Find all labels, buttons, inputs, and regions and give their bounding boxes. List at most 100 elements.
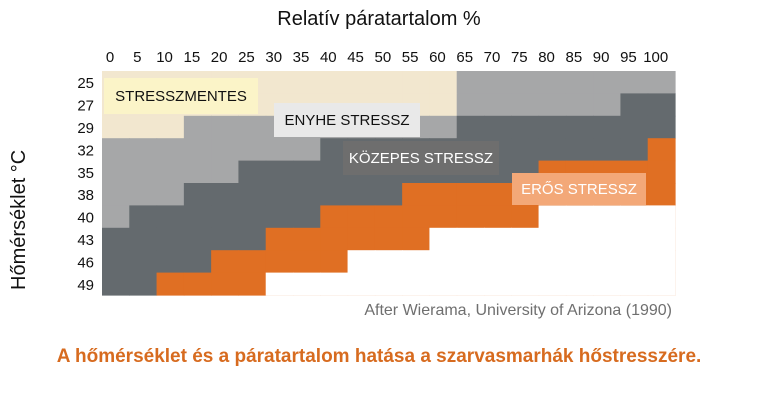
heatmap-cell <box>129 115 158 139</box>
heatmap-cell <box>238 272 267 296</box>
heatmap-cell <box>156 250 185 274</box>
zone-label-box <box>274 103 420 137</box>
heatmap-cell <box>320 250 349 274</box>
heatmap-cell-empty <box>293 272 321 296</box>
heatmap-cell-empty <box>647 205 676 229</box>
heatmap-cell <box>102 272 130 296</box>
heatmap-cell-empty <box>511 250 540 274</box>
heatmap-cell <box>293 183 321 206</box>
heatmap-cell <box>211 227 240 251</box>
x-tick-label: 90 <box>593 49 610 66</box>
heatmap-cell <box>238 183 267 206</box>
heatmap-cell <box>484 93 512 117</box>
heatmap-cell <box>183 227 212 251</box>
heatmap-cell <box>565 71 594 94</box>
heatmap-cell <box>538 71 567 94</box>
heatmap-cell <box>183 205 212 229</box>
heatmap-cell <box>320 183 349 206</box>
heatmap-cell-empty <box>593 227 622 251</box>
heatmap-cell <box>429 205 458 229</box>
heatmap-cell-empty <box>484 250 512 274</box>
heatmap-cell <box>183 138 212 162</box>
heatmap-cell <box>320 205 349 229</box>
x-tick-label: 50 <box>375 49 392 66</box>
y-tick-label: 40 <box>77 210 94 227</box>
heatmap-cell-empty <box>320 272 349 296</box>
heatmap-cell <box>265 183 294 206</box>
heatmap-cell <box>484 205 512 229</box>
x-tick-label: 45 <box>347 49 364 66</box>
heatmap-cell <box>347 227 376 251</box>
heatmap-cell <box>511 115 540 139</box>
heatmap-cell <box>320 138 349 162</box>
y-tick-label: 49 <box>77 277 94 294</box>
heatmap-cell <box>238 227 267 251</box>
heatmap-cell <box>129 205 158 229</box>
heatmap-cell <box>620 115 649 139</box>
heatmap-cell-empty <box>565 205 594 229</box>
heatmap-cell <box>647 71 676 94</box>
heatmap-cell-empty <box>647 272 676 296</box>
zone-label-box <box>512 173 646 205</box>
x-tick-label: 100 <box>643 49 668 66</box>
heatmap-cell <box>238 160 267 184</box>
zone-labels: STRESSZMENTES ENYHE STRESSZ KÖZEPES STRESS… <box>104 78 646 205</box>
heatmap-cell-empty <box>565 250 594 274</box>
heatmap-cell <box>456 183 485 206</box>
heatmap-cell <box>211 115 240 139</box>
heatmap-cell <box>156 138 185 162</box>
heatmap-cell <box>102 115 130 139</box>
zone-label-text: STRESSZMENTES <box>115 88 247 105</box>
heatmap-cell <box>265 250 294 274</box>
zone-label-box <box>104 78 258 114</box>
heatmap-cell <box>293 71 321 94</box>
heatmap-cell <box>211 272 240 296</box>
heatmap-cell <box>238 115 267 139</box>
y-tick-label: 27 <box>77 98 94 115</box>
heatmap-cell <box>484 115 512 139</box>
heatmap-cell-empty <box>347 272 376 296</box>
heatmap-cell <box>538 138 567 162</box>
heatmap-cell-empty <box>647 250 676 274</box>
heatmap-cell <box>265 205 294 229</box>
zone-label-1: ENYHE STRESSZ <box>274 103 420 137</box>
zone-label-text: ENYHE STRESSZ <box>284 112 409 129</box>
heatmap-cell <box>456 93 485 117</box>
heatmap-cell <box>429 93 458 117</box>
heatmap-cell <box>647 160 676 184</box>
heatmap-cell <box>429 115 458 139</box>
x-tick-label: 40 <box>320 49 337 66</box>
heatmap-cell-empty <box>511 272 540 296</box>
heatmap-cell <box>265 138 294 162</box>
heatmap-cell <box>293 160 321 184</box>
zone-label-box <box>343 141 499 175</box>
heatmap-cell-empty <box>402 250 431 274</box>
heatmap-cell-empty <box>620 227 649 251</box>
x-tick-label: 35 <box>293 49 310 66</box>
heatmap-cell <box>129 272 158 296</box>
y-tick-label: 25 <box>77 75 94 92</box>
heatmap-cell-empty <box>620 205 649 229</box>
heatmap-cell <box>265 227 294 251</box>
heatmap-cell <box>593 115 622 139</box>
heatmap-cell <box>456 115 485 139</box>
figure-caption: A hőmérséklet és a páratartalom hatása a… <box>56 346 702 367</box>
heatmap-cell <box>238 205 267 229</box>
y-tick-label: 46 <box>77 254 94 271</box>
heatmap-cell <box>129 138 158 162</box>
heatmap-cell-empty <box>565 272 594 296</box>
heatmap-cell <box>347 205 376 229</box>
heatmap-cell-empty <box>511 227 540 251</box>
heatmap-cell-empty <box>429 227 458 251</box>
heatmap-cell <box>511 205 540 229</box>
heatmap-cell <box>374 227 403 251</box>
heatmap-cell <box>156 160 185 184</box>
heatmap-cell <box>320 160 349 184</box>
heatmap-cell <box>156 227 185 251</box>
heatmap-cell <box>593 93 622 117</box>
heatmap-cell <box>129 160 158 184</box>
heatmap-cell <box>129 227 158 251</box>
y-tick-label: 32 <box>77 142 94 159</box>
heatmap-cell <box>538 115 567 139</box>
heatmap-cell <box>320 227 349 251</box>
